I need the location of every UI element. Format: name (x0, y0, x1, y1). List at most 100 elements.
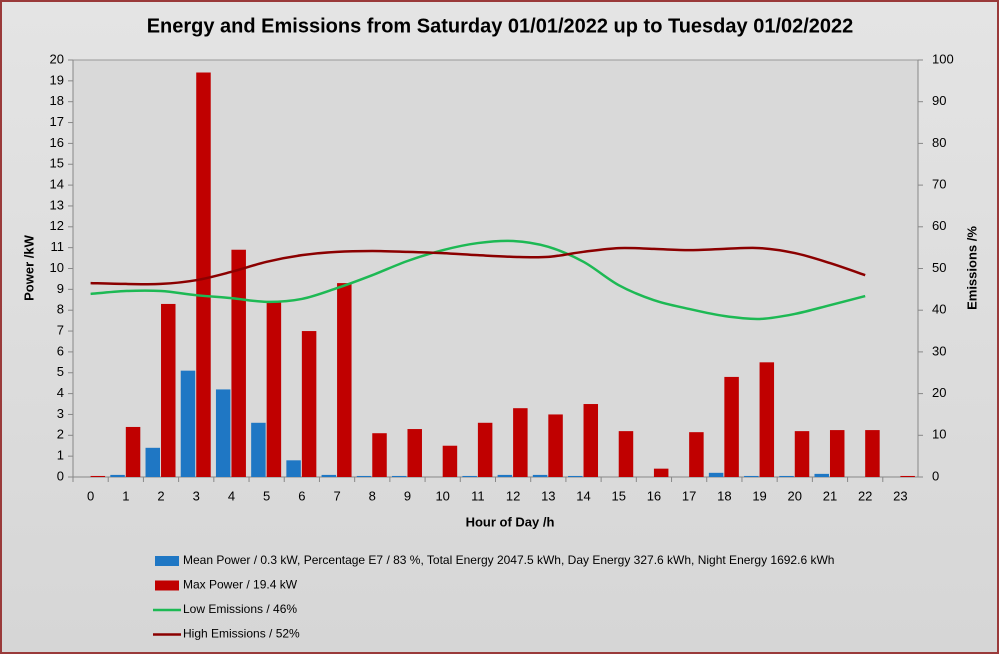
y-tick-label: 20 (50, 51, 64, 66)
y-tick-label: 3 (57, 406, 64, 421)
y-tick-label: 14 (50, 177, 64, 192)
bar (442, 445, 458, 477)
y-tick-label: 12 (50, 218, 64, 233)
bar (744, 475, 759, 477)
x-tick-label: 9 (404, 488, 411, 503)
y-tick-label: 19 (50, 72, 64, 87)
bar (462, 475, 477, 477)
bar (724, 376, 739, 477)
bar (794, 431, 810, 477)
y2-tick-label: 90 (932, 93, 946, 108)
x-tick-label: 11 (471, 488, 485, 503)
bar (689, 432, 704, 477)
x-tick-label: 0 (87, 488, 94, 503)
x-tick-label: 19 (752, 488, 766, 503)
bar (708, 472, 724, 477)
x-tick-label: 2 (157, 488, 164, 503)
bar (337, 283, 352, 477)
legend-label: High Emissions / 52% (183, 627, 300, 641)
y2-tick-label: 50 (932, 260, 946, 275)
bar (301, 331, 317, 477)
x-tick-label: 14 (576, 488, 590, 503)
bar (391, 475, 407, 477)
bar (161, 303, 176, 477)
y-tick-label: 11 (51, 239, 65, 254)
y-tick-label: 15 (50, 156, 64, 171)
y-tick-label: 18 (50, 93, 64, 108)
bar (653, 468, 669, 477)
bar (356, 475, 372, 477)
bar (110, 474, 125, 477)
y-tick-label: 0 (57, 468, 64, 483)
x-tick-label: 15 (611, 488, 625, 503)
x-tick-label: 6 (298, 488, 305, 503)
x-tick-label: 23 (893, 488, 907, 503)
bar (583, 404, 599, 477)
y-tick-label: 5 (57, 364, 64, 379)
y2-tick-label: 80 (932, 135, 946, 150)
y-tick-label: 16 (50, 135, 64, 150)
bar (196, 72, 211, 477)
bar (548, 414, 563, 477)
y-tick-label: 7 (57, 322, 64, 337)
x-tick-label: 16 (647, 488, 661, 503)
y-tick-label: 8 (57, 302, 64, 317)
x-tick-label: 8 (369, 488, 376, 503)
legend-swatch (155, 556, 179, 566)
y2-tick-label: 40 (932, 302, 946, 317)
y-tick-label: 2 (57, 427, 64, 442)
x-tick-label: 18 (717, 488, 731, 503)
y-tick-label: 4 (57, 385, 64, 400)
bar (231, 249, 246, 477)
y-tick-label: 10 (50, 260, 64, 275)
bar (618, 431, 634, 477)
bar (321, 474, 337, 477)
x-tick-label: 7 (333, 488, 340, 503)
bar (266, 301, 282, 477)
y2-tick-label: 10 (932, 427, 946, 442)
x-tick-label: 10 (435, 488, 449, 503)
bar (215, 389, 231, 477)
y2-tick-label: 60 (932, 218, 946, 233)
plot-area (72, 59, 919, 478)
y2-tick-label: 0 (932, 468, 939, 483)
y2-tick-label: 100 (932, 51, 954, 66)
x-tick-label: 5 (263, 488, 270, 503)
x-tick-label: 3 (193, 488, 200, 503)
y-tick-label: 13 (50, 197, 64, 212)
bar (90, 475, 106, 477)
y-axis-title: Power /kW (21, 234, 36, 300)
bar (814, 473, 829, 477)
line (90, 246, 866, 286)
bar (779, 475, 794, 477)
x-tick-label: 12 (506, 488, 520, 503)
bar (180, 370, 196, 477)
bar (513, 408, 528, 477)
bar (372, 433, 387, 477)
x-tick-label: 13 (541, 488, 555, 503)
y-tick-label: 6 (57, 343, 64, 358)
legend-label: Low Emissions / 46% (183, 602, 297, 616)
x-tick-label: 1 (122, 488, 129, 503)
bar (125, 426, 141, 477)
bar (407, 429, 422, 477)
bar (497, 474, 513, 477)
bar (759, 362, 775, 477)
x-tick-label: 21 (823, 488, 837, 503)
legend-label: Max Power / 19.4 kW (183, 578, 298, 592)
y2-tick-label: 70 (932, 177, 946, 192)
y-tick-label: 17 (50, 114, 64, 129)
x-tick-label: 4 (228, 488, 235, 503)
y2-tick-label: 20 (932, 385, 946, 400)
bar (286, 460, 301, 477)
bar (477, 422, 493, 477)
line (90, 239, 866, 321)
bar (865, 430, 880, 477)
legend-label: Mean Power / 0.3 kW, Percentage E7 / 83 … (183, 553, 834, 567)
y-tick-label: 9 (57, 281, 64, 296)
x-tick-label: 17 (682, 488, 696, 503)
x-tick-label: 20 (788, 488, 802, 503)
bar (251, 422, 266, 477)
bar (900, 475, 915, 477)
